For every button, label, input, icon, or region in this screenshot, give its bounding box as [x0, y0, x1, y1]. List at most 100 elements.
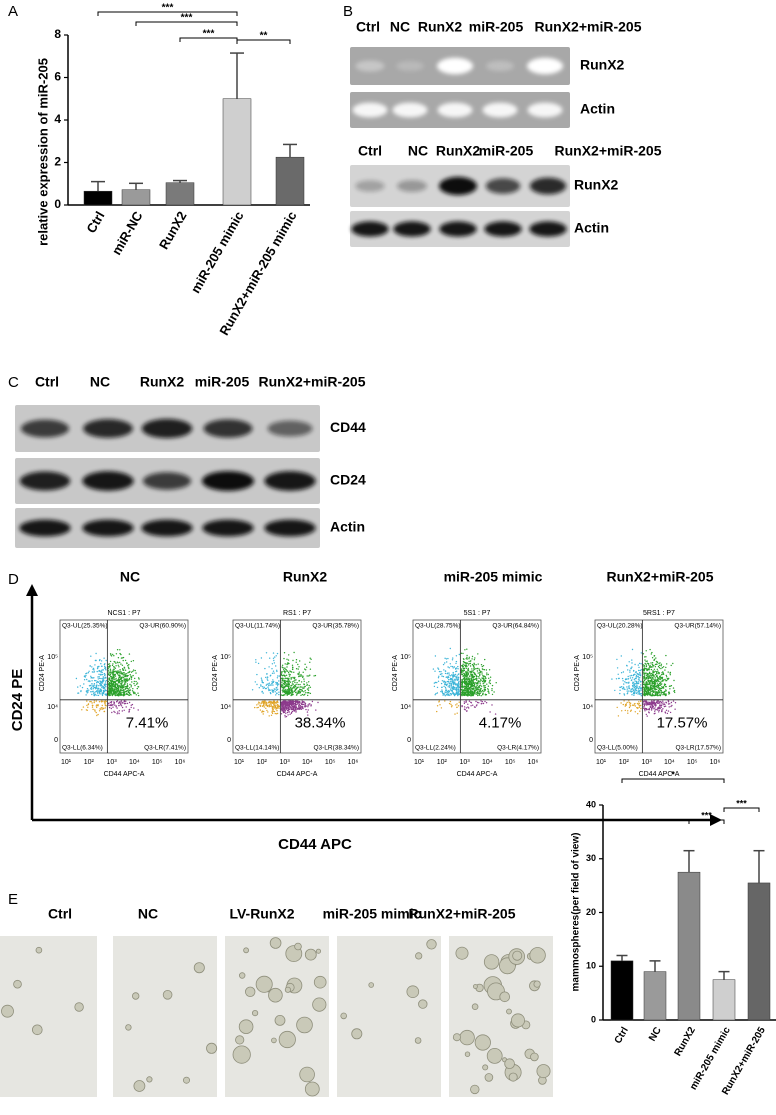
event-dot: [486, 672, 487, 673]
event-dot: [118, 713, 119, 714]
event-dot: [294, 677, 295, 678]
event-dot: [469, 683, 470, 684]
event-dot: [274, 711, 275, 712]
x-tick-label: 10¹: [414, 759, 425, 766]
event-dot: [649, 669, 650, 670]
event-dot: [450, 681, 451, 682]
sphere: [36, 947, 42, 953]
event-dot: [283, 704, 284, 705]
event-dot: [86, 709, 87, 710]
event-dot: [113, 676, 114, 677]
event-dot: [289, 670, 290, 671]
event-dot: [127, 685, 128, 686]
event-dot: [490, 677, 491, 678]
lane-label: RunX2+miR-205: [259, 374, 366, 390]
bar: [611, 961, 633, 1020]
event-dot: [461, 685, 462, 686]
event-dot: [640, 675, 641, 676]
panel-label: C: [8, 374, 19, 391]
event-dot: [474, 684, 475, 685]
event-dot: [282, 665, 283, 666]
event-dot: [125, 681, 126, 682]
event-dot: [657, 703, 658, 704]
event-dot: [99, 710, 100, 711]
event-dot: [315, 709, 316, 710]
sphere: [416, 953, 422, 959]
event-dot: [471, 695, 472, 696]
x-tick-label: 10³: [460, 759, 471, 766]
event-dot: [95, 694, 96, 695]
event-dot: [292, 692, 293, 693]
event-dot: [674, 709, 675, 710]
event-dot: [650, 694, 651, 695]
y-axis-label: relative expression of miR-205: [35, 58, 50, 246]
significance-label: ***: [181, 13, 193, 24]
event-dot: [643, 687, 644, 688]
event-dot: [466, 657, 467, 658]
y-axis-label: CD24 PE: [9, 669, 26, 732]
x-tick-label: 10⁶: [175, 759, 186, 766]
event-dot: [300, 708, 301, 709]
event-dot: [293, 652, 294, 653]
event-dot: [290, 695, 291, 696]
event-dot: [469, 688, 470, 689]
event-dot: [119, 671, 120, 672]
x-tick-label: 10⁵: [505, 759, 516, 766]
event-dot: [640, 690, 641, 691]
event-dot: [310, 669, 311, 670]
event-dot: [629, 675, 630, 676]
event-dot: [655, 666, 656, 667]
event-dot: [129, 702, 130, 703]
event-dot: [444, 683, 445, 684]
sphere: [427, 940, 437, 950]
event-dot: [265, 677, 266, 678]
event-dot: [457, 668, 458, 669]
event-dot: [438, 681, 439, 682]
x-tick-label: 10³: [280, 759, 291, 766]
event-dot: [115, 668, 116, 669]
event-dot: [282, 685, 283, 686]
event-dot: [309, 703, 310, 704]
event-dot: [668, 671, 669, 672]
event-dot: [469, 701, 470, 702]
event-dot: [653, 681, 654, 682]
event-dot: [282, 702, 283, 703]
event-dot: [269, 715, 270, 716]
event-dot: [270, 675, 271, 676]
x-tick-label: miR-NC: [109, 208, 146, 257]
event-dot: [112, 695, 113, 696]
event-dot: [284, 715, 285, 716]
event-dot: [661, 674, 662, 675]
event-dot: [308, 690, 309, 691]
event-dot: [309, 662, 310, 663]
event-dot: [105, 690, 106, 691]
band: [484, 221, 521, 236]
event-dot: [449, 683, 450, 684]
event-dot: [98, 674, 99, 675]
event-dot: [646, 650, 647, 651]
y-tick-label: 0: [54, 737, 58, 744]
event-dot: [659, 692, 660, 693]
row-label: RunX2: [580, 57, 625, 73]
y-tick-label: 2: [54, 155, 61, 169]
event-dot: [281, 684, 282, 685]
event-dot: [261, 691, 262, 692]
sphere: [163, 990, 172, 999]
sphere: [236, 1036, 244, 1044]
event-dot: [117, 713, 118, 714]
event-dot: [621, 710, 622, 711]
event-dot: [285, 716, 286, 717]
event-dot: [123, 687, 124, 688]
event-dot: [635, 688, 636, 689]
event-dot: [467, 688, 468, 689]
event-dot: [623, 683, 624, 684]
event-dot: [307, 711, 308, 712]
event-dot: [626, 686, 627, 687]
event-dot: [649, 649, 650, 650]
event-dot: [441, 707, 442, 708]
significance-bracket: [622, 779, 724, 783]
event-dot: [651, 680, 652, 681]
event-dot: [645, 693, 646, 694]
quadrant-label: Q3-LR(4.17%): [497, 745, 539, 752]
event-dot: [454, 679, 455, 680]
